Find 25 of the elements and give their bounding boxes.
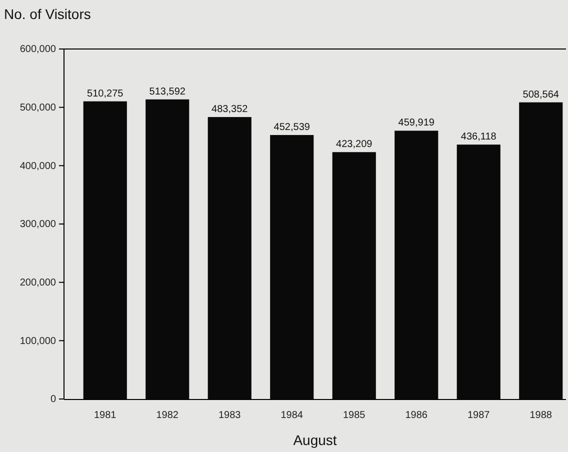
x-tick-label: 1987 <box>468 410 490 422</box>
data-label: 510,275 <box>87 88 124 100</box>
data-label: 483,352 <box>212 104 248 116</box>
y-tick-label: 0 <box>50 394 56 406</box>
x-tick-label: 1981 <box>94 410 117 422</box>
x-tick-label: 1986 <box>405 410 428 422</box>
x-axis-title: August <box>293 432 337 448</box>
y-tick-label: 600,000 <box>20 44 56 56</box>
y-tick-label: 500,000 <box>20 102 56 114</box>
data-label: 508,564 <box>522 89 560 100</box>
x-tick-label: 1982 <box>156 410 179 422</box>
x-tick-label: 1988 <box>530 410 552 422</box>
y-tick-label: 300,000 <box>20 219 56 230</box>
y-tick-label: 400,000 <box>20 160 56 172</box>
data-label: 459,919 <box>398 118 435 129</box>
data-label: 423,209 <box>336 139 373 150</box>
y-axis-title: No. of Visitors <box>4 6 91 22</box>
y-tick-label: 100,000 <box>20 336 56 347</box>
x-tick-label: 1984 <box>280 410 304 422</box>
x-tick-label: 1985 <box>343 410 366 422</box>
x-tick-label: 1983 <box>218 410 242 422</box>
y-tick-label: 200,000 <box>20 278 56 289</box>
data-label: 436,118 <box>460 132 497 143</box>
data-label: 452,539 <box>274 122 310 134</box>
data-label: 513,592 <box>149 86 186 98</box>
